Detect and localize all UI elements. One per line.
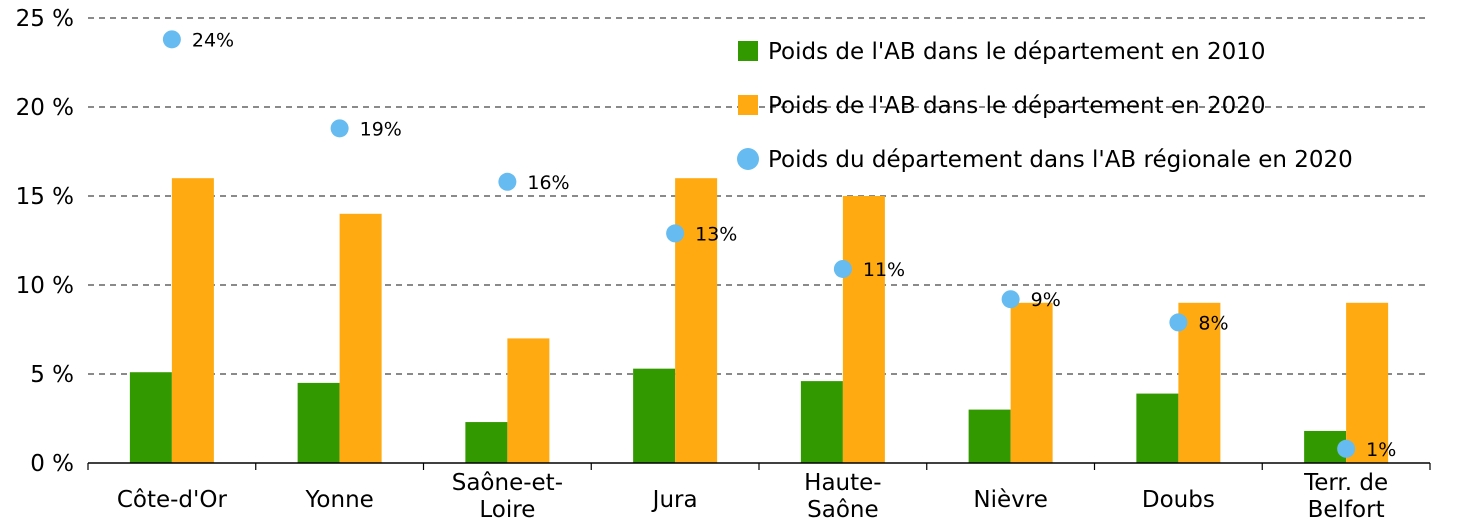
point-data-label: 1% [1366,439,1396,461]
bar-2020 [842,196,885,463]
bar-2020 [507,338,550,463]
y-tick-label: 0 % [30,451,74,477]
point-dept-share [1337,439,1356,458]
point-dept-share [666,224,685,243]
y-tick-label: 15 % [16,184,74,210]
point-data-label: 16% [527,172,569,194]
bar-2020 [1346,302,1389,463]
gridlines [88,17,1430,375]
y-tick-label: 5 % [30,362,74,388]
x-category-label: Doubs [1142,487,1215,513]
bar-2010 [633,368,676,463]
x-category-label: Belfort [1308,497,1385,523]
bar-2020 [1010,302,1053,463]
point-dept-share [1001,290,1020,309]
bar-2010 [129,372,172,463]
x-axis: Côte-d'Or Yonne Saône-et-Loire Jura Haute-Sa… [87,462,1431,523]
point-dept-share [498,172,517,191]
legend-swatch [738,41,758,61]
point-dept-share [1169,313,1188,332]
x-category-label: Jura [651,487,698,513]
point-dept-share [162,30,181,49]
point-data-label: 8% [1198,312,1228,334]
point-data-label: 13% [695,223,737,245]
x-category-label: Haute- [804,470,881,496]
x-category-label: Côte-d'Or [117,487,228,513]
y-tick-label: 25 % [16,6,74,32]
x-category-label: Loire [479,497,535,523]
x-category-label: Saône [807,497,879,523]
bars [129,178,1389,463]
point-data-label: 19% [360,118,402,140]
legend-label: Poids de l'AB dans le département en 202… [768,93,1266,119]
legend-label: Poids du département dans l'AB régionale… [768,147,1353,173]
bar-2010 [1136,393,1179,463]
legend-marker [737,148,759,170]
legend: Poids de l'AB dans le département en 201… [737,39,1353,173]
x-category-label: Saône-et- [452,470,563,496]
bar-2020 [339,213,382,463]
legend-swatch [738,95,758,115]
x-category-label: Nièvre [973,487,1047,513]
x-category-label: Terr. de [1303,470,1388,496]
point-dept-share [330,119,349,138]
points: 24% 19% 16% 13% 11% 9% 8% 1% [162,29,1396,461]
legend-label: Poids de l'AB dans le département en 201… [768,39,1266,65]
bar-2020 [171,178,214,463]
point-data-label: 24% [192,29,234,51]
bar-2010 [297,382,340,463]
point-dept-share [833,259,852,278]
bar-2010 [800,381,843,463]
y-tick-label: 10 % [16,273,74,299]
bar-2010 [968,409,1011,463]
x-category-label: Yonne [304,487,373,513]
y-axis: 0 % 5 % 10 % 15 % 20 % 25 % [16,6,74,477]
bar-2020 [675,178,718,463]
point-data-label: 9% [1031,289,1061,311]
bar-2020 [1178,302,1221,463]
bar-2010 [465,422,508,463]
y-tick-label: 20 % [16,95,74,121]
point-data-label: 11% [863,259,905,281]
